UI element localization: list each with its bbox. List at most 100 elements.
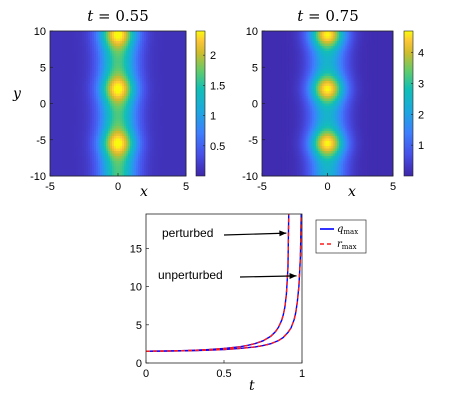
heatmap-cell	[52, 148, 55, 152]
heatmap-cell	[98, 101, 101, 104]
heatmap-cell	[166, 41, 169, 44]
heatmap-cell	[383, 46, 386, 49]
heatmap-cell	[367, 33, 371, 37]
heatmap-cell	[80, 138, 83, 142]
heatmap-cell	[104, 148, 107, 152]
heatmap-cell	[162, 48, 165, 52]
heatmap-cell	[174, 61, 177, 64]
heatmap-cell	[180, 51, 183, 54]
heatmap-cell	[164, 46, 167, 49]
heatmap-cell	[126, 143, 129, 147]
heatmap-cell	[50, 36, 53, 39]
heatmap-cell	[182, 31, 185, 34]
heatmap-cell	[64, 143, 67, 147]
heatmap-cell	[88, 66, 91, 69]
heatmap-cell	[92, 48, 95, 52]
heatmap-cell	[154, 93, 157, 97]
heatmap-cell	[132, 68, 135, 72]
heatmap-cell	[176, 136, 179, 139]
heatmap-cell	[281, 61, 284, 64]
heatmap-cell	[271, 33, 274, 37]
heatmap-cell	[110, 131, 113, 134]
heatmap-cell	[62, 173, 65, 177]
heatmap-cell	[140, 31, 143, 34]
heatmap-cell	[66, 158, 69, 162]
heatmap-cell	[112, 88, 115, 92]
heatmap-cell	[298, 38, 301, 42]
heatmap-cell	[116, 141, 119, 144]
heatmap-cell	[352, 51, 355, 54]
heatmap-cell	[114, 128, 117, 132]
heatmap-cell	[70, 163, 73, 167]
heatmap-cell	[54, 163, 57, 167]
heatmap-cell	[358, 38, 361, 42]
heatmap-cell	[60, 116, 63, 119]
heatmap-cell	[86, 151, 89, 154]
heatmap-cell	[265, 33, 269, 37]
heatmap-cell	[56, 108, 59, 112]
heatmap-cell	[52, 128, 55, 132]
heatmap-cell	[112, 106, 115, 109]
heatmap-cell	[92, 103, 95, 107]
heatmap-cell	[138, 76, 141, 79]
heatmap-cell	[174, 68, 177, 72]
heatmap-cell	[356, 51, 359, 54]
heatmap-cell	[152, 68, 155, 72]
heatmap-cell	[377, 53, 380, 57]
heatmap-cell	[128, 73, 131, 77]
heatmap-cell	[76, 133, 79, 137]
heatmap-cell	[306, 31, 309, 34]
heatmap-cell	[66, 33, 69, 37]
heatmap-cell	[369, 41, 373, 44]
heatmap-cell	[267, 38, 271, 42]
heatmap-cell	[178, 48, 181, 52]
heatmap-cell	[130, 153, 133, 157]
heatmap-cell	[114, 113, 117, 117]
heatmap-cell	[96, 111, 99, 114]
heatmap-cell	[168, 123, 171, 127]
heatmap-cell	[184, 168, 187, 172]
heatmap-cell	[122, 121, 125, 124]
heatmap-cell	[96, 58, 99, 62]
heatmap-cell	[377, 46, 380, 49]
heatmap-cell	[352, 48, 355, 52]
heatmap-cell	[120, 156, 123, 159]
heatmap-cell	[271, 56, 274, 59]
heatmap-cell	[84, 61, 87, 64]
heatmap-cell	[92, 158, 95, 162]
heatmap-cell	[164, 33, 167, 37]
heatmap-cell	[331, 41, 334, 44]
heatmap-cell	[162, 113, 165, 117]
heatmap-cell	[148, 38, 151, 42]
heatmap-cell	[116, 136, 119, 139]
heatmap-cell	[74, 83, 77, 87]
heatmap-cell	[335, 36, 338, 39]
heatmap-cell	[140, 46, 143, 49]
heatmap-cell	[158, 33, 161, 37]
heatmap-cell	[132, 101, 135, 104]
heatmap-cell	[76, 83, 79, 87]
heatmap-cell	[156, 148, 159, 152]
heatmap-cell	[74, 98, 77, 102]
heatmap-cell	[156, 71, 159, 74]
heatmap-cell	[310, 43, 313, 47]
heatmap-cell	[377, 63, 380, 67]
heatmap-cell	[78, 121, 81, 124]
heatmap-cell	[136, 138, 139, 142]
heatmap-cell	[184, 58, 187, 62]
heatmap-cell	[150, 96, 153, 99]
heatmap-cell	[90, 153, 93, 157]
heatmap-cell	[110, 133, 113, 137]
heatmap-cell	[120, 103, 123, 107]
heatmap-cell	[174, 78, 177, 82]
heatmap-cell	[138, 173, 141, 177]
heatmap-cell	[296, 31, 300, 34]
heatmap-cell	[283, 61, 286, 64]
heatmap-cell	[180, 63, 183, 67]
heatmap-cell	[184, 51, 187, 54]
heatmap-cell	[58, 163, 61, 167]
heatmap-cell	[383, 31, 386, 34]
heatmap-cell	[98, 63, 101, 67]
heatmap-cell	[140, 166, 143, 169]
heatmap-cell	[62, 56, 65, 59]
